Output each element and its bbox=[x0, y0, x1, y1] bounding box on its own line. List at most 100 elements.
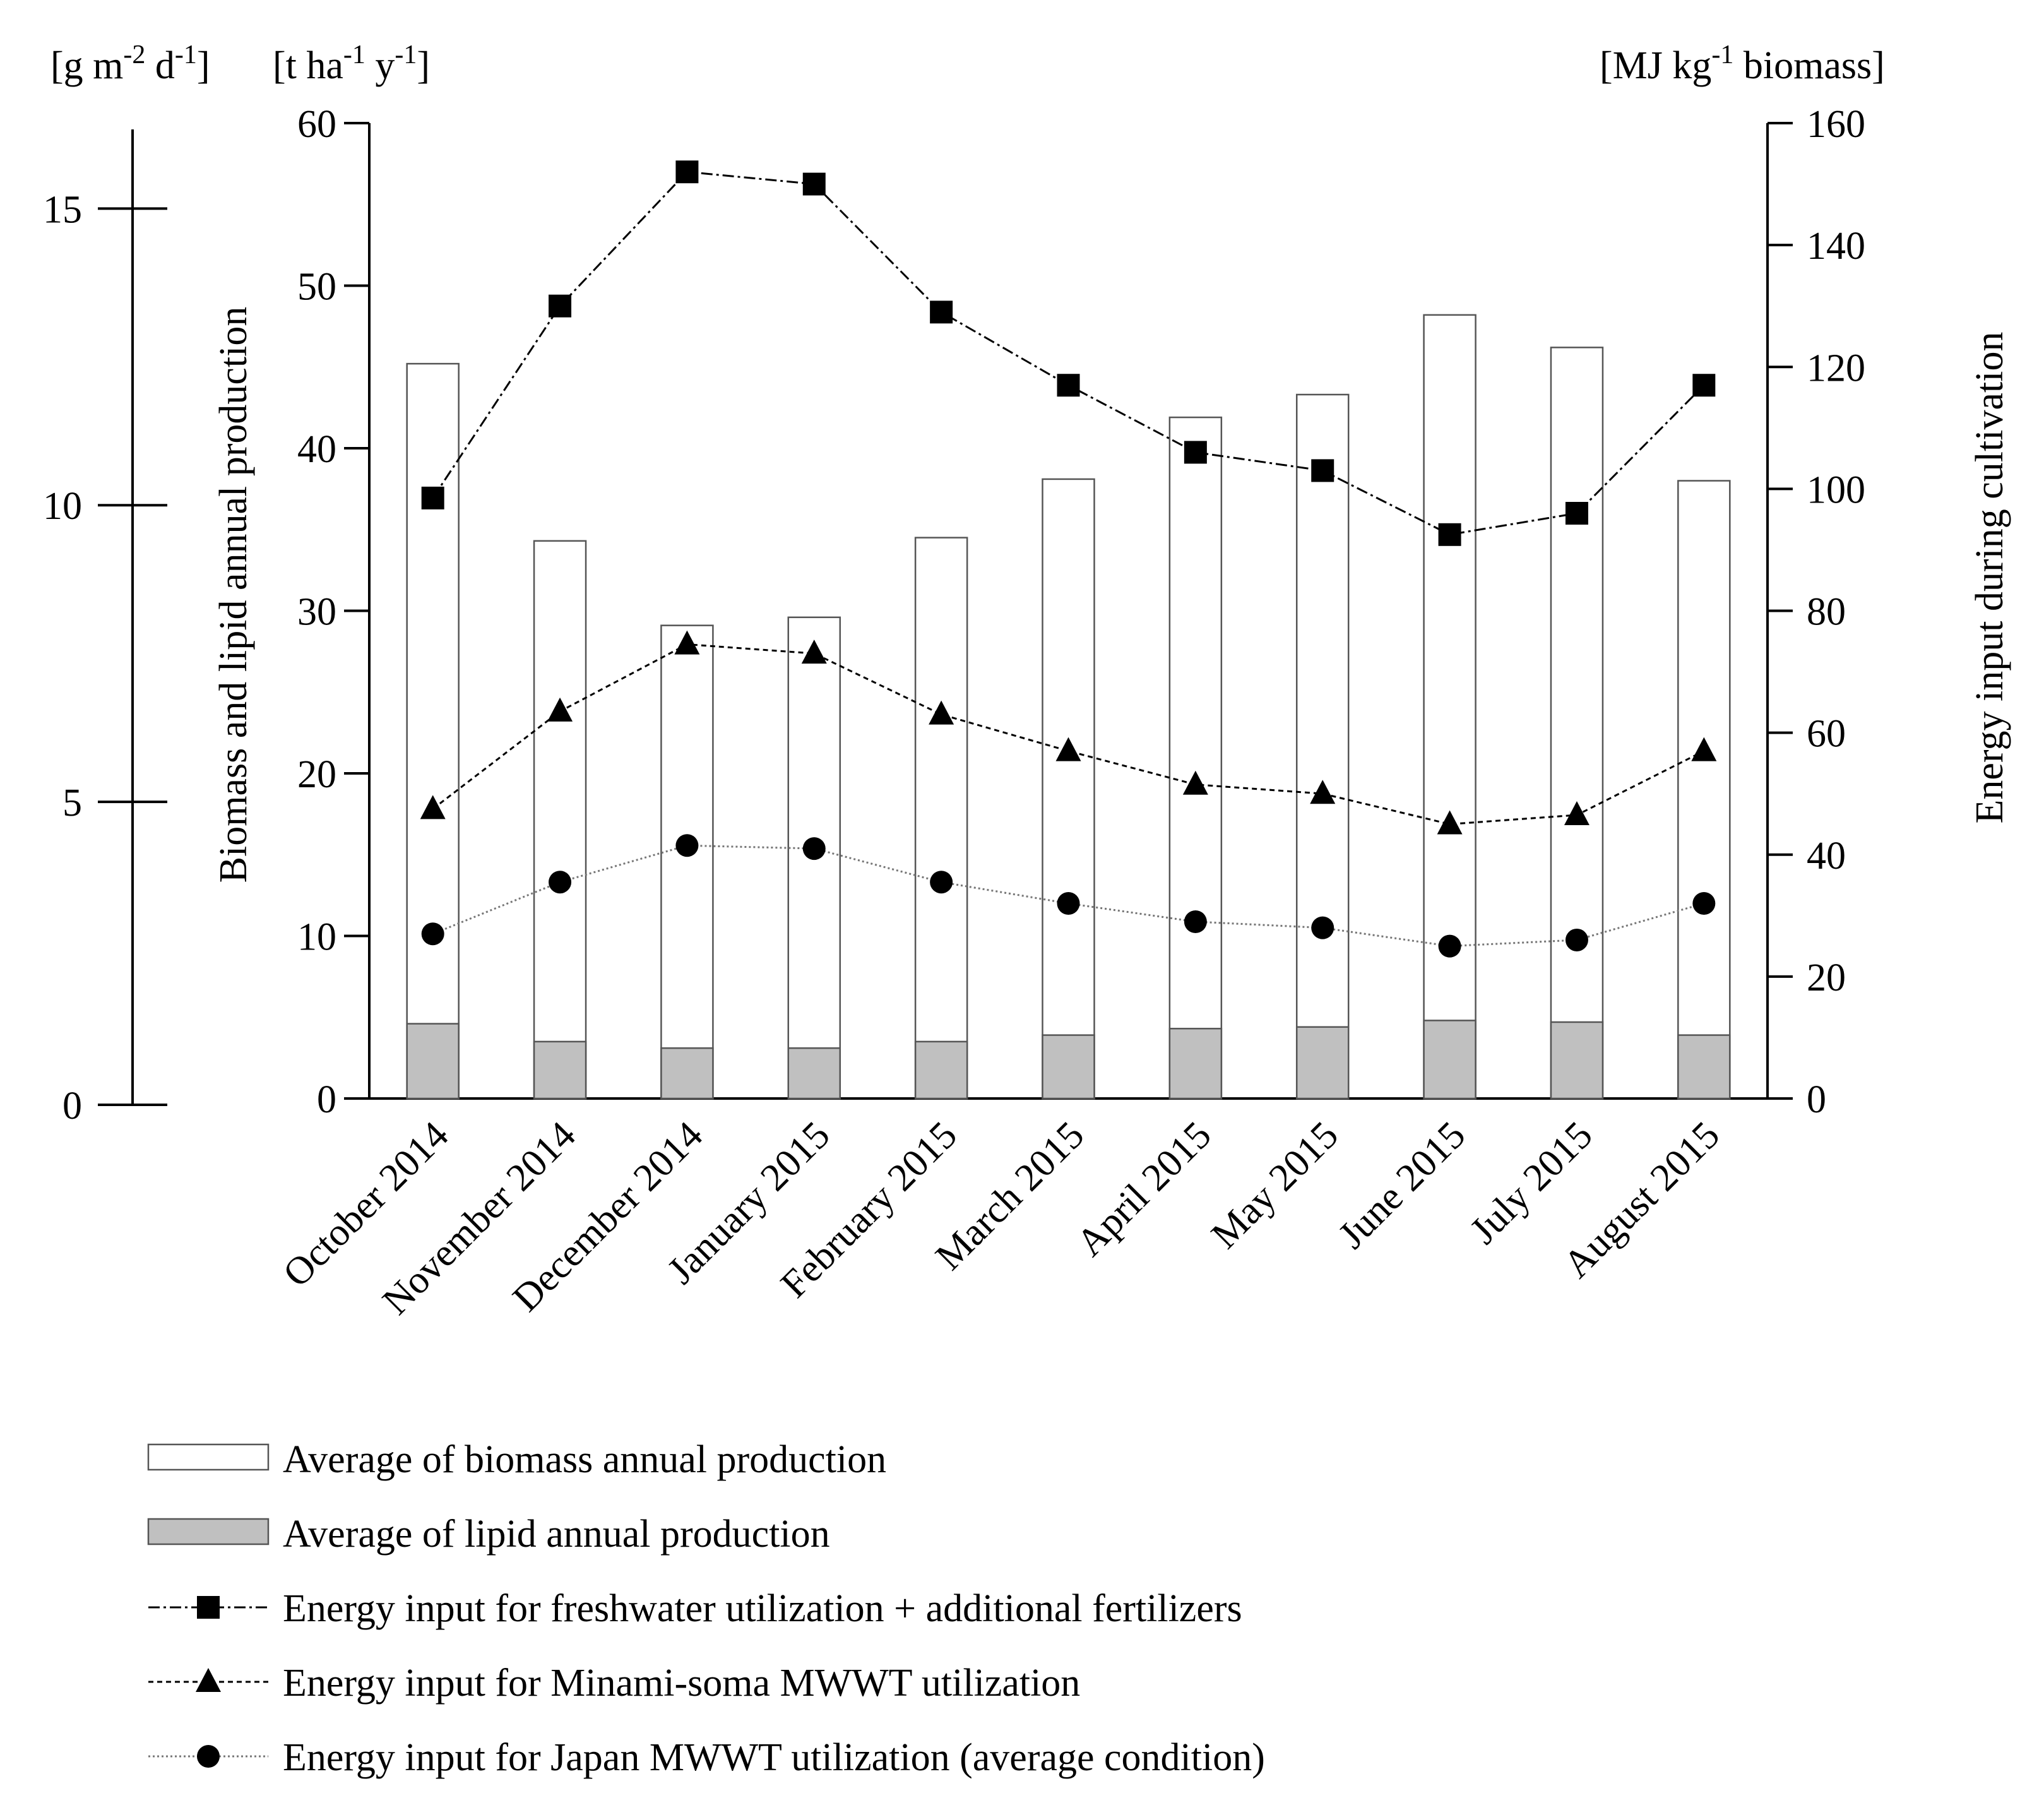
legend-label: Energy input for Minami-soma MWWT utiliz… bbox=[283, 1662, 1080, 1705]
square-marker bbox=[1565, 502, 1588, 525]
lipid-bar bbox=[1295, 1026, 1350, 1100]
square-marker bbox=[1311, 459, 1334, 482]
unit-label-secondary-left: [g m-2 d-1] bbox=[51, 40, 210, 87]
y-left-tick-label: 40 bbox=[297, 428, 336, 471]
y-right-tick-label: 0 bbox=[1807, 1078, 1826, 1121]
triangle-marker bbox=[1564, 801, 1589, 825]
circle-marker bbox=[421, 922, 444, 946]
y-secondary-tick-label: 15 bbox=[43, 188, 82, 231]
legend-square-marker bbox=[197, 1596, 220, 1619]
square-marker bbox=[1692, 374, 1716, 397]
biomass-bar bbox=[914, 537, 968, 1100]
square-marker bbox=[421, 486, 444, 509]
legend-label: Energy input for freshwater utilization … bbox=[283, 1587, 1242, 1630]
y-left-tick-label: 0 bbox=[317, 1078, 336, 1121]
biomass-bar bbox=[1295, 393, 1350, 1100]
triangle-marker bbox=[1182, 770, 1208, 795]
triangle-marker bbox=[1691, 737, 1717, 761]
legend-label: Average of biomass annual production bbox=[283, 1438, 886, 1481]
square-marker bbox=[1438, 523, 1461, 546]
legend-triangle-marker bbox=[196, 1668, 221, 1692]
circle-marker bbox=[1438, 934, 1461, 958]
triangle-marker bbox=[801, 640, 827, 664]
unit-label-right: [MJ kg-1 biomass] bbox=[1600, 40, 1885, 87]
lipid-bar bbox=[406, 1023, 460, 1100]
category-label: May 2015 bbox=[1203, 1114, 1346, 1257]
square-marker bbox=[930, 301, 953, 324]
y-left-tick-label: 30 bbox=[297, 591, 336, 634]
circle-marker bbox=[549, 871, 572, 894]
y-right-tick-label: 40 bbox=[1807, 835, 1846, 878]
lipid-bar bbox=[533, 1040, 587, 1100]
lipid-bar bbox=[1168, 1028, 1223, 1100]
y-right-tick-label: 60 bbox=[1807, 713, 1846, 756]
category-label: April 2015 bbox=[1068, 1114, 1219, 1265]
square-marker bbox=[1184, 441, 1207, 464]
legend-swatch bbox=[147, 1443, 270, 1471]
legend-swatch bbox=[147, 1518, 270, 1545]
legend-label: Average of lipid annual production bbox=[283, 1513, 830, 1556]
biomass-bar bbox=[1677, 480, 1731, 1100]
lipid-bar bbox=[1042, 1034, 1095, 1100]
y-axis-title-right: Energy input during cultivation bbox=[1968, 332, 2011, 824]
circle-marker bbox=[675, 834, 699, 857]
legend-label: Energy input for Japan MWWT utilization … bbox=[283, 1736, 1265, 1779]
square-marker bbox=[675, 160, 699, 184]
y-secondary-tick-label: 0 bbox=[62, 1085, 82, 1128]
axes: 0 10 20 30 40 50 60 0 20 40 60 80 100 120 140 160 0 5 10 15 bbox=[43, 103, 1865, 1128]
lipid-bar bbox=[1677, 1034, 1731, 1100]
japan-mwwt-series-line bbox=[432, 844, 1704, 948]
triangle-marker bbox=[674, 630, 700, 655]
biomass-bar bbox=[406, 362, 460, 1100]
y-left-tick-label: 50 bbox=[297, 266, 336, 309]
y-right-tick-label: 20 bbox=[1807, 956, 1846, 999]
biomass-bar bbox=[1168, 416, 1223, 1100]
circle-marker bbox=[1057, 892, 1080, 915]
bars bbox=[406, 314, 1731, 1100]
biomass-bar bbox=[1550, 347, 1604, 1100]
biomass-bar bbox=[1042, 478, 1095, 1100]
biomass-bar bbox=[533, 540, 587, 1100]
circle-marker bbox=[1692, 892, 1716, 915]
y-secondary-tick-label: 5 bbox=[62, 782, 82, 825]
biomass-bar bbox=[660, 624, 714, 1100]
series-lines bbox=[420, 160, 1717, 958]
lipid-bar bbox=[660, 1047, 714, 1100]
triangle-marker bbox=[1437, 810, 1463, 835]
triangle-marker bbox=[929, 700, 954, 725]
lipid-bar bbox=[1550, 1021, 1604, 1100]
circle-marker bbox=[1565, 928, 1588, 951]
biomass-bar bbox=[787, 616, 841, 1100]
triangle-marker bbox=[547, 697, 573, 722]
legend: Average of biomass annual production Aver… bbox=[147, 1438, 1265, 1779]
lipid-bar bbox=[914, 1040, 968, 1100]
triangle-marker bbox=[420, 795, 446, 819]
unit-label-left: [t ha-1 y-1] bbox=[273, 40, 430, 87]
y-right-tick-label: 160 bbox=[1807, 103, 1865, 146]
biomass-bar bbox=[1423, 314, 1477, 1100]
circle-marker bbox=[802, 837, 826, 860]
legend-circle-marker bbox=[197, 1745, 220, 1768]
category-label: June 2015 bbox=[1330, 1114, 1473, 1257]
circle-marker bbox=[1184, 910, 1207, 933]
y-left-tick-label: 60 bbox=[297, 103, 336, 146]
y-right-tick-label: 100 bbox=[1807, 468, 1865, 511]
y-left-tick-label: 10 bbox=[297, 916, 336, 959]
y-right-tick-label: 120 bbox=[1807, 347, 1865, 390]
y-left-tick-label: 20 bbox=[297, 753, 336, 796]
y-right-tick-label: 80 bbox=[1807, 591, 1846, 634]
circle-marker bbox=[1311, 916, 1334, 939]
square-marker bbox=[802, 172, 826, 196]
y-right-tick-label: 140 bbox=[1807, 225, 1865, 268]
triangle-marker bbox=[1310, 780, 1336, 804]
square-marker bbox=[1057, 374, 1080, 397]
square-marker bbox=[549, 294, 572, 318]
y-axis-title-left: Biomass and lipid annual production bbox=[212, 307, 255, 883]
triangle-marker bbox=[1055, 737, 1081, 761]
y-secondary-tick-label: 10 bbox=[43, 485, 82, 528]
circle-marker bbox=[930, 871, 953, 894]
lipid-bar bbox=[787, 1047, 841, 1100]
lipid-bar bbox=[1423, 1020, 1477, 1100]
